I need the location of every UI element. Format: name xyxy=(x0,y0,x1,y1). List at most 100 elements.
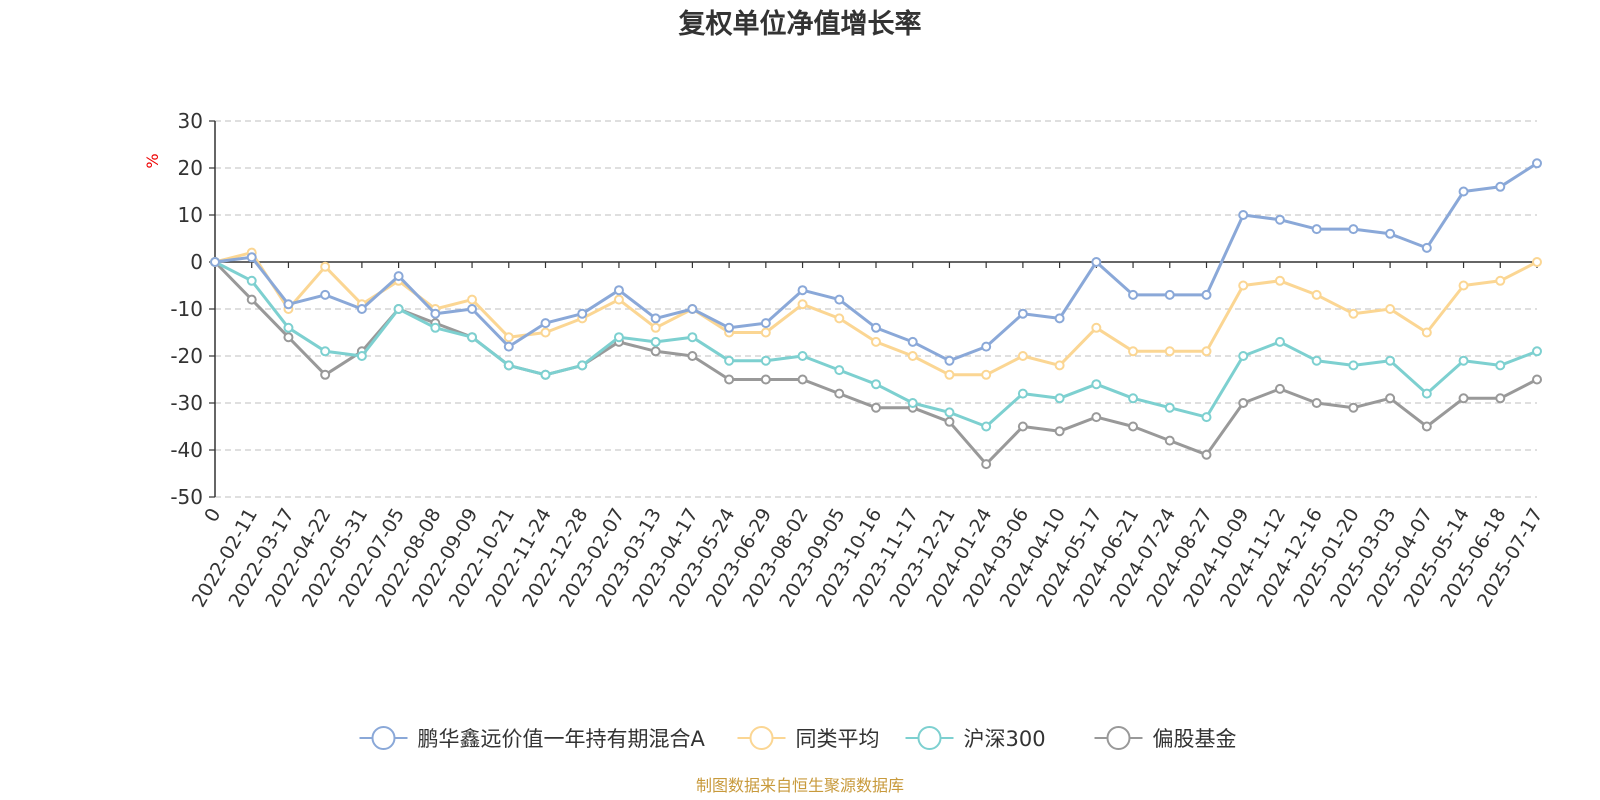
data-point xyxy=(944,407,955,418)
data-point xyxy=(1238,351,1249,361)
data-point xyxy=(1385,304,1396,314)
data-point xyxy=(430,308,441,319)
data-point xyxy=(540,318,551,329)
data-point xyxy=(1201,289,1212,300)
data-point xyxy=(467,294,478,305)
data-point xyxy=(1128,421,1139,432)
data-point xyxy=(577,360,588,371)
data-point xyxy=(650,322,661,333)
grid xyxy=(215,120,1537,498)
data-point xyxy=(1128,289,1139,300)
source-note: 制图数据来自恒生聚源数据库 xyxy=(696,776,904,795)
data-point xyxy=(797,351,808,361)
data-point xyxy=(1311,224,1322,235)
data-point xyxy=(1164,435,1175,446)
data-point xyxy=(1201,412,1212,423)
data-point xyxy=(283,332,294,343)
data-point xyxy=(356,304,367,314)
legend-item[interactable]: 偏股基金 xyxy=(1094,726,1237,751)
legend-item[interactable]: 同类平均 xyxy=(737,726,880,751)
data-point xyxy=(834,365,845,376)
data-point xyxy=(320,289,331,300)
data-point xyxy=(1274,275,1285,286)
data-point xyxy=(1348,308,1359,319)
data-point xyxy=(907,336,918,347)
y-tick-label: 30 xyxy=(178,109,203,133)
data-point xyxy=(687,332,698,343)
data-point xyxy=(797,299,808,310)
data-point xyxy=(907,351,918,361)
data-point xyxy=(1421,421,1432,432)
data-point xyxy=(320,261,331,272)
data-point xyxy=(1201,449,1212,460)
legend-item[interactable]: 鹏华鑫远价值一年持有期混合A xyxy=(359,726,706,751)
legend-label: 偏股基金 xyxy=(1153,727,1237,751)
data-point xyxy=(944,416,955,427)
data-point xyxy=(760,327,771,338)
data-point xyxy=(650,313,661,324)
data-point xyxy=(577,308,588,319)
data-point xyxy=(613,285,624,296)
data-point xyxy=(503,341,514,352)
data-point xyxy=(760,374,771,385)
y-axis-unit: % xyxy=(143,153,162,168)
data-point xyxy=(246,252,257,263)
data-point xyxy=(834,294,845,305)
data-point xyxy=(797,285,808,296)
data-point xyxy=(1091,257,1102,267)
data-point xyxy=(981,421,992,432)
data-point xyxy=(1238,280,1249,291)
legend[interactable]: 鹏华鑫远价值一年持有期混合A 同类平均 沪深300 偏股基金 xyxy=(359,726,1237,751)
data-point xyxy=(834,313,845,324)
data-point xyxy=(981,369,992,380)
data-point xyxy=(871,402,881,413)
data-point xyxy=(1458,186,1469,197)
data-point xyxy=(1458,280,1469,291)
data-point xyxy=(1017,421,1028,432)
data-point xyxy=(1017,351,1028,361)
data-point xyxy=(503,332,514,343)
data-point xyxy=(1054,426,1065,437)
data-point xyxy=(1385,228,1396,239)
y-tick-label: -50 xyxy=(170,485,203,509)
data-point xyxy=(724,322,735,333)
legend-label: 沪深300 xyxy=(964,727,1046,751)
y-tick-label: -40 xyxy=(170,438,203,462)
data-point xyxy=(981,341,992,352)
data-point xyxy=(393,271,404,282)
data-point xyxy=(1054,360,1065,371)
data-point xyxy=(760,318,771,329)
y-tick-label: 20 xyxy=(178,156,203,180)
data-point xyxy=(1495,181,1506,192)
data-point xyxy=(1274,336,1285,347)
data-point xyxy=(650,336,661,347)
data-point xyxy=(210,257,220,267)
y-tick-label: 0 xyxy=(190,250,203,274)
data-point xyxy=(540,327,551,338)
data-point xyxy=(687,351,698,361)
data-point xyxy=(1201,346,1212,357)
data-point xyxy=(944,355,955,366)
y-tick-label: -20 xyxy=(170,344,203,368)
data-point xyxy=(1348,224,1359,235)
chart-title: 复权单位净值增长率 xyxy=(679,8,922,40)
data-point xyxy=(797,374,808,385)
data-point xyxy=(1054,313,1065,324)
data-point xyxy=(1532,158,1542,169)
y-tick-label: -10 xyxy=(170,297,203,321)
data-point xyxy=(1348,402,1359,413)
y-tick-label: -30 xyxy=(170,391,203,415)
data-point xyxy=(871,379,881,390)
data-point xyxy=(1164,402,1175,413)
data-point xyxy=(467,304,478,314)
data-point xyxy=(1311,398,1322,408)
legend-item[interactable]: 沪深300 xyxy=(905,726,1046,751)
data-point xyxy=(1091,379,1102,390)
legend-marker xyxy=(749,726,774,750)
data-point xyxy=(467,332,478,343)
data-point xyxy=(356,351,367,361)
data-point xyxy=(1017,388,1028,399)
data-point xyxy=(1164,289,1175,300)
